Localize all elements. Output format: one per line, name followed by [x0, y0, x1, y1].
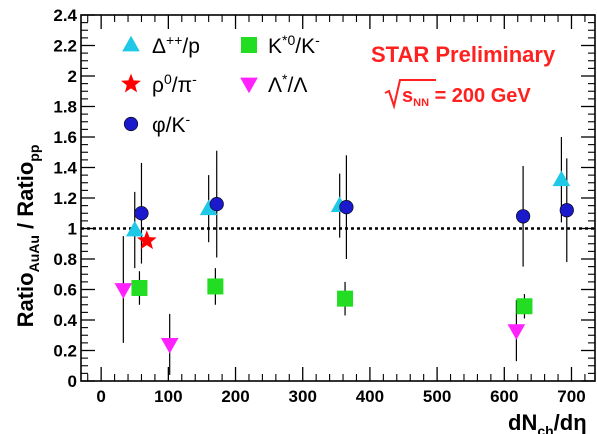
annotation-energy: sNN = 200 GeV	[384, 79, 531, 110]
x-tick-label: 0	[96, 387, 105, 406]
x-tick-label: 600	[490, 387, 518, 406]
legend-label: ρ0/π-	[152, 71, 197, 97]
y-tick-label: 1.4	[53, 159, 77, 178]
data-point-square	[207, 278, 224, 295]
annotation-star-preliminary: STAR Preliminary	[371, 42, 556, 67]
sqrt-sign	[384, 79, 436, 110]
annotation-energy-label: sNN = 200 GeV	[402, 85, 531, 109]
data-point-square	[131, 279, 148, 296]
y-tick-label: 0	[68, 372, 77, 391]
data-point-circle	[134, 206, 149, 221]
legend-marker-square	[241, 37, 257, 53]
data-markers	[114, 170, 574, 354]
data-point-triangle-up	[125, 220, 144, 237]
error-bars	[122, 137, 568, 375]
data-point-square	[337, 290, 354, 307]
y-axis-title: RatioAuAu / Ratiopp	[13, 145, 42, 328]
legend-marker-triangle-down	[240, 77, 258, 94]
y-tick-label: 1.6	[53, 128, 77, 147]
y-tick-label: 0.6	[53, 281, 77, 300]
legend-label: Δ++/p	[152, 32, 200, 58]
legend-marker-circle	[123, 116, 139, 132]
y-tick-label: 1.2	[53, 189, 77, 208]
data-point-triangle-down	[114, 283, 133, 299]
data-point-triangle-down	[507, 324, 526, 340]
y-tick-label: 0.4	[53, 311, 77, 330]
x-tick-label: 300	[289, 387, 317, 406]
y-tick-label: 2	[68, 67, 77, 86]
x-tick-label: 200	[221, 387, 249, 406]
y-tick-label: 1.8	[53, 98, 77, 117]
data-point-square	[516, 298, 533, 315]
x-axis-title: dNch/dη	[508, 410, 587, 434]
legend: Δ++/p K*0/K-ρ0/π- Λ*/Λ φ/K-	[121, 32, 320, 137]
y-tick-label: 0.2	[53, 342, 77, 361]
data-point-triangle-up	[552, 170, 571, 187]
data-point-circle	[209, 197, 224, 212]
x-tick-label: 100	[154, 387, 182, 406]
legend-marker-triangle-up	[122, 35, 140, 52]
data-point-triangle-up	[199, 199, 218, 216]
x-tick-label: 500	[423, 387, 451, 406]
x-tick-label: 400	[356, 387, 384, 406]
axis-tick-labels: 0 0.2 0.4 0.6 0.8 1 1.2 1.4 1.6 1.8 2 2.2 2.4 0 100 200…	[53, 6, 585, 406]
legend-marker-star	[121, 73, 141, 93]
y-tick-label: 2.2	[53, 37, 77, 56]
y-tick-label: 1	[68, 220, 77, 239]
x-tick-label: 700	[557, 387, 585, 406]
legend-label: φ/K-	[152, 111, 190, 137]
y-tick-label: 0.8	[53, 250, 77, 269]
y-tick-label: 2.4	[53, 6, 77, 25]
axis-ticks	[81, 14, 595, 382]
data-point-triangle-down	[160, 338, 179, 354]
data-point-circle	[516, 209, 531, 224]
data-point-star	[137, 230, 157, 250]
legend-label: K*0/K-	[268, 32, 320, 58]
data-point-circle	[559, 203, 574, 218]
data-point-circle	[339, 200, 354, 215]
legend-label: Λ*/Λ	[268, 71, 307, 97]
